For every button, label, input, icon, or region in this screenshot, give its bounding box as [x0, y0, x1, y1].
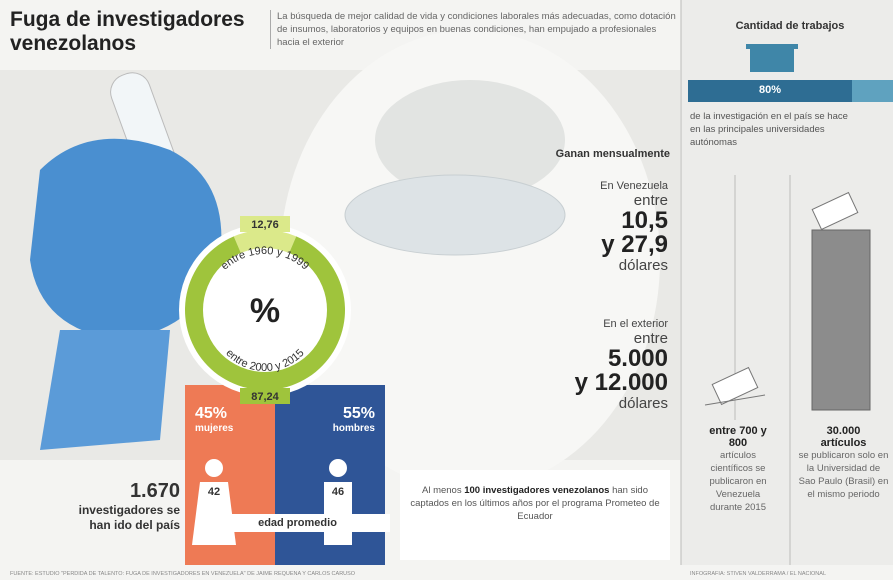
- unit: artículos: [720, 450, 756, 461]
- unit: artículos: [820, 437, 867, 449]
- emigrated-text: investigadores se han ido del país: [78, 503, 180, 532]
- jobs-share-label: 80%: [758, 84, 782, 96]
- prometeo-box: [400, 470, 670, 560]
- goggles: [344, 174, 566, 256]
- seg-label-bg: [240, 388, 290, 404]
- gender-share: 55%: [342, 405, 375, 422]
- high: y 12.000: [574, 369, 668, 396]
- unit: dólares: [618, 257, 668, 274]
- salary-venezuela: En Venezuela entre 10,5 y 27,9 dólares: [540, 180, 668, 274]
- unit: dólares: [618, 395, 668, 412]
- seg-label-bg: [240, 216, 290, 232]
- gender-name: mujeres: [195, 423, 234, 434]
- prometeo-post: han sido captados en los últimos años po…: [410, 485, 660, 522]
- sleeve: [40, 330, 170, 450]
- scientist: [280, 30, 660, 490]
- salary-abroad: En el exterior entre 5.000 y 12.000 dóla…: [520, 318, 668, 412]
- text: científicos se publicaron en Venezuela d…: [709, 463, 767, 513]
- intro: La búsqueda de mejor calidad de vida y c…: [270, 10, 677, 49]
- prometeo-pre: Al menos: [421, 485, 465, 496]
- prometeo: Al menos 100 investigadores venezolanos …: [408, 484, 662, 523]
- gender-label: 45% mujeres: [195, 405, 233, 434]
- title: Fuga de investigadores venezolanos: [10, 8, 245, 55]
- age: 46: [331, 486, 345, 498]
- segment-label: 87,24: [251, 391, 279, 403]
- papers-small: [704, 366, 766, 406]
- emigrated: 1.670 investigadores se han ido del país: [20, 480, 180, 533]
- salary-title: Ganan mensualmente: [555, 148, 670, 160]
- amount: 30.000: [826, 425, 861, 437]
- age: 42: [207, 486, 221, 498]
- jobs-sao-paulo: 30.000 artículos se publicaron solo en l…: [794, 425, 893, 501]
- gender-share: 45%: [195, 405, 228, 422]
- cap: [375, 80, 565, 200]
- papers-stack: [811, 191, 871, 411]
- emigrated-number: 1.670: [129, 480, 180, 502]
- donut-hole: [203, 248, 327, 372]
- amount: entre 700 y 800: [709, 425, 767, 449]
- donut-center: %: [250, 292, 280, 330]
- jobs-share-bar: [688, 80, 852, 102]
- source: FUENTE: ESTUDIO "PÉRDIDA DE TALENTO: FUG…: [10, 571, 356, 577]
- low: 5.000: [607, 345, 668, 372]
- jobs-venezuela: entre 700 y 800 artículos científicos se…: [688, 425, 788, 514]
- gender-label: 55% hombres: [285, 405, 375, 434]
- building-icon: [746, 44, 798, 72]
- credit: INFOGRAFÍA: STIVEN VALDERRAMA / EL NACIO…: [690, 571, 827, 577]
- glove: [30, 138, 222, 340]
- text: se publicaron solo en la Universidad de …: [798, 450, 889, 500]
- low: 10,5: [621, 207, 668, 234]
- between: entre: [633, 192, 668, 209]
- place: En el exterior: [603, 318, 668, 330]
- prometeo-bold: 100 investigadores venezolanos: [464, 485, 610, 496]
- place: En Venezuela: [600, 180, 668, 192]
- between: entre: [633, 330, 668, 347]
- segment-label: 12,76: [251, 219, 279, 231]
- age-caption-bg: [205, 514, 390, 532]
- jobs-share-text: de la investigación en el país se hace e…: [690, 111, 848, 148]
- age-caption: edad promedio: [258, 517, 337, 529]
- jobs-title: Cantidad de trabajos: [735, 20, 845, 32]
- gender-name: hombres: [332, 423, 375, 434]
- high: y 27,9: [601, 231, 668, 258]
